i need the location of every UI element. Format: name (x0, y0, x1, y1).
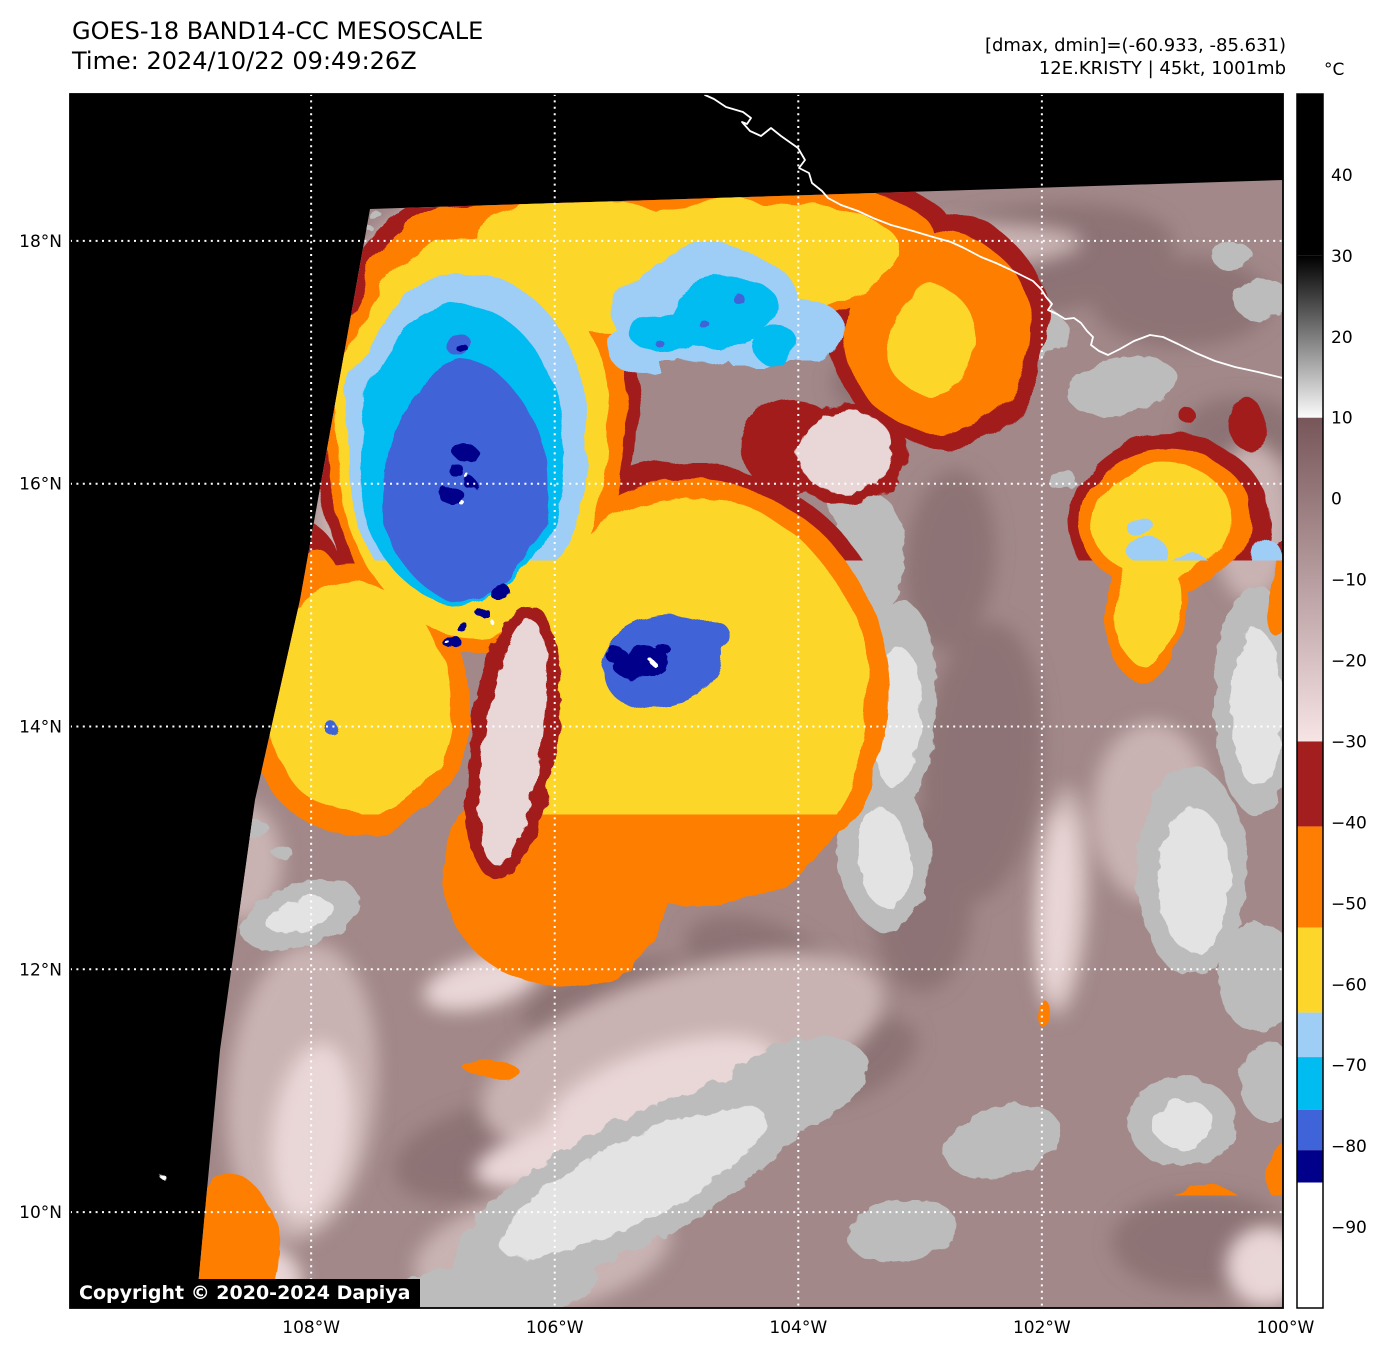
colorbar-tick-label: 0 (1331, 490, 1342, 510)
colorbar-tick-label: −50 (1331, 894, 1367, 914)
colorbar-tick-label: −60 (1331, 975, 1367, 995)
cloud-blob (1179, 407, 1195, 423)
cloud-blob (655, 644, 671, 656)
colorbar-segment (1297, 94, 1323, 256)
cloud-blob (1218, 922, 1298, 1032)
cloud-blob (816, 1288, 882, 1310)
cloud-blob (1082, 943, 1098, 963)
colorbar-tick-label: −90 (1331, 1218, 1367, 1238)
cloud-blob (673, 1290, 733, 1314)
cloud-blob (535, 1280, 585, 1300)
cloud-blob (658, 342, 666, 350)
lat-tick-label: 16°N (19, 475, 62, 495)
cloud-blob (605, 647, 627, 663)
satellite-image-viewer: { "header": { "title": "GOES-18 BAND14-C… (0, 0, 1390, 1359)
lon-tick-label: 106°W (526, 1318, 584, 1338)
colorbar-tick-label: 40 (1331, 166, 1353, 186)
cloud-layer-dry-slot-cloud (831, 448, 883, 488)
cloud-blob (885, 285, 975, 395)
lat-tick-label: 12°N (19, 960, 62, 980)
cloud-blob (459, 501, 465, 505)
colorbar-tick-label: 20 (1331, 328, 1353, 348)
cloud-blob (513, 1076, 553, 1096)
colorbar-tick-label: −10 (1331, 571, 1367, 591)
colorbar-tick-label: −80 (1331, 1137, 1367, 1157)
cloud-blob (1153, 1099, 1213, 1149)
cloud-blob (1272, 830, 1292, 880)
cloud-blob (1268, 1142, 1292, 1202)
cloud-blob (1129, 520, 1157, 540)
lat-tick-label: 10°N (19, 1203, 62, 1223)
colorbar-tick-label: −40 (1331, 813, 1367, 833)
lat-tick-label: 14°N (19, 717, 62, 737)
cloud-blob (272, 845, 292, 859)
colorbar-tick-label: 10 (1331, 409, 1353, 429)
cloud-blob (1225, 398, 1265, 446)
colorbar-segment (1297, 418, 1323, 742)
cloud-blob (440, 1267, 500, 1307)
map-plot: 18°N 16°N 14°N 12°N 10°N 108°W 106°W 104°W 102°W… (0, 0, 1390, 1359)
colorbar-tick-label: −30 (1331, 732, 1367, 752)
cloud-blob (1251, 536, 1279, 584)
cloud-blob (696, 317, 706, 325)
cloud-blob (448, 464, 464, 476)
colorbar-tick-label: −70 (1331, 1056, 1367, 1076)
cloud-blob (488, 618, 492, 622)
cloud-blob (237, 956, 253, 968)
cloud-blob (1132, 542, 1172, 570)
colorbar-segment (1297, 1013, 1323, 1058)
cloud-blob (649, 660, 655, 664)
cloud-blob (1069, 888, 1085, 952)
cloud-blob (1167, 1207, 1259, 1291)
cloud-blob (1099, 719, 1117, 755)
colorbar-segment (1297, 928, 1323, 1013)
cloud-blob (580, 1288, 648, 1314)
cloud-blob (1042, 905, 1052, 931)
cloud-blob (1165, 557, 1203, 583)
cloud-blob (457, 345, 469, 353)
lon-tick-label: 108°W (282, 1318, 340, 1338)
cloud-blob (443, 635, 461, 649)
cloud-blob (1047, 470, 1077, 490)
cloud-blob (733, 294, 745, 304)
cloud-blob (457, 623, 469, 633)
cloud-blob (328, 726, 342, 738)
cloud-blob (446, 641, 450, 645)
cloud-blob (381, 364, 545, 600)
lon-tick-label: 104°W (769, 1318, 827, 1338)
cloud-blob (971, 1250, 1091, 1322)
lon-tick-label: 102°W (1013, 1318, 1071, 1338)
colorbar-segment (1297, 826, 1323, 927)
colorbar-segment (1297, 1150, 1323, 1182)
colorbar-tick-label: −20 (1331, 652, 1367, 672)
cloud-blob (1158, 808, 1230, 952)
cloud-blob (415, 394, 425, 402)
colorbar-tick-label: 30 (1331, 247, 1353, 267)
cloud-blob (454, 444, 478, 462)
cloud-blob (831, 448, 883, 488)
cloud-blob (1234, 278, 1290, 322)
cloud-blob (465, 475, 471, 479)
cloud-blob (475, 607, 489, 617)
colorbar: 40 30 20 10 0 −10 −20 −30 −40 −50 −60 −70 −80 −90 (1297, 94, 1367, 1308)
colorbar-segment (1297, 1057, 1323, 1110)
colorbar-segment (1297, 1183, 1323, 1308)
cloud-blob (1240, 1042, 1300, 1122)
cloud-blob (159, 1174, 165, 1178)
colorbar-segment (1297, 256, 1323, 418)
lat-tick-label: 18°N (19, 232, 62, 252)
cloud-blob (489, 584, 511, 600)
cloud-blob (752, 329, 802, 365)
lon-tick-label: 100°W (1257, 1318, 1315, 1338)
cloud-blob (1212, 241, 1252, 271)
cloud-blob (297, 636, 397, 764)
colorbar-segment (1297, 741, 1323, 826)
cloud-blob (1231, 630, 1283, 786)
colorbar-segment (1297, 1110, 1323, 1150)
copyright-badge: Copyright © 2020-2024 Dapiya (70, 1279, 420, 1308)
